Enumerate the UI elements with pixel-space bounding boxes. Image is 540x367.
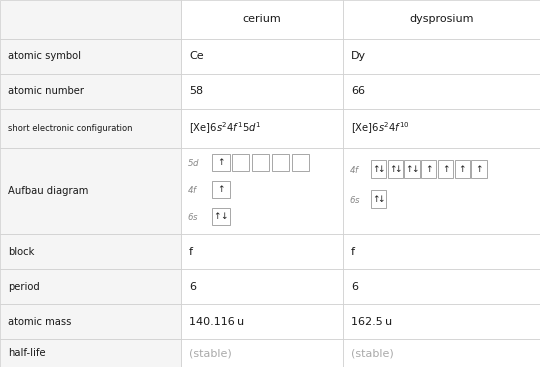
Text: ↑: ↑ [406, 165, 413, 174]
Text: Dy: Dy [351, 51, 366, 61]
Bar [181, 339, 343, 367]
Text: 4$f$: 4$f$ [187, 184, 199, 195]
Text: 66: 66 [351, 86, 365, 96]
Text: ↑: ↑ [372, 165, 380, 174]
Bar [343, 234, 540, 269]
Text: [Xe]6$s^2$4$f^{10}$: [Xe]6$s^2$4$f^{10}$ [351, 120, 410, 136]
Bar [371, 160, 386, 178]
Text: ↑: ↑ [389, 165, 396, 174]
Text: short electronic configuration: short electronic configuration [8, 124, 133, 133]
Bar [292, 154, 309, 171]
Bar [438, 160, 453, 178]
Text: dysprosium: dysprosium [409, 14, 474, 24]
Text: ↓: ↓ [394, 165, 402, 174]
Bar [343, 269, 540, 304]
Bar [455, 160, 470, 178]
Text: ↑: ↑ [217, 158, 224, 167]
Bar [0, 148, 181, 234]
Text: 162.5 u: 162.5 u [351, 317, 392, 327]
Text: ↑: ↑ [214, 212, 221, 221]
Bar [0, 39, 181, 74]
Bar [343, 148, 540, 234]
Bar [343, 39, 540, 74]
Text: ↓: ↓ [377, 165, 385, 174]
Bar [0, 74, 181, 109]
Text: atomic number: atomic number [8, 86, 84, 96]
Text: Ce: Ce [189, 51, 204, 61]
Text: 5$d$: 5$d$ [187, 157, 200, 168]
Bar [181, 74, 343, 109]
Bar [404, 160, 420, 178]
Bar [343, 74, 540, 109]
Bar [343, 109, 540, 148]
Bar [212, 208, 230, 225]
Text: ↑: ↑ [458, 165, 466, 174]
Text: [Xe]6$s^2$4$f^1$5$d^1$: [Xe]6$s^2$4$f^1$5$d^1$ [189, 120, 261, 136]
Text: block: block [8, 247, 35, 257]
Bar [0, 234, 181, 269]
Text: f: f [189, 247, 193, 257]
Text: 4$f$: 4$f$ [349, 164, 361, 175]
Bar [181, 269, 343, 304]
Bar [0, 109, 181, 148]
Bar [181, 0, 343, 39]
Text: atomic symbol: atomic symbol [8, 51, 81, 61]
Bar [388, 160, 403, 178]
Bar [421, 160, 436, 178]
Bar [471, 160, 487, 178]
Text: ↓: ↓ [411, 165, 418, 174]
Text: ↓: ↓ [220, 212, 227, 221]
Bar [343, 339, 540, 367]
Bar [212, 181, 230, 198]
Bar [212, 154, 230, 171]
Text: ↑: ↑ [475, 165, 483, 174]
Bar [181, 109, 343, 148]
Text: period: period [8, 282, 40, 292]
Text: (stable): (stable) [351, 348, 394, 358]
Text: 58: 58 [189, 86, 203, 96]
Bar [0, 0, 181, 39]
Text: ↑: ↑ [442, 165, 449, 174]
Text: ↓: ↓ [377, 195, 385, 204]
Text: ↑: ↑ [372, 195, 380, 204]
Text: half-life: half-life [8, 348, 46, 358]
Text: 6: 6 [351, 282, 358, 292]
Bar [181, 304, 343, 339]
Bar [0, 339, 181, 367]
Text: ↑: ↑ [425, 165, 433, 174]
Bar [343, 0, 540, 39]
Bar [181, 148, 343, 234]
Bar [181, 234, 343, 269]
Bar [181, 39, 343, 74]
Text: 6$s$: 6$s$ [187, 211, 199, 222]
Text: Aufbau diagram: Aufbau diagram [8, 186, 89, 196]
Bar [252, 154, 269, 171]
Text: (stable): (stable) [189, 348, 232, 358]
Bar [0, 304, 181, 339]
Bar [0, 269, 181, 304]
Bar [272, 154, 289, 171]
Bar [371, 190, 386, 208]
Text: ↑: ↑ [217, 185, 224, 194]
Text: 6$s$: 6$s$ [349, 193, 361, 204]
Text: 140.116 u: 140.116 u [189, 317, 244, 327]
Bar [343, 304, 540, 339]
Text: 6: 6 [189, 282, 196, 292]
Bar [232, 154, 249, 171]
Text: cerium: cerium [242, 14, 281, 24]
Text: atomic mass: atomic mass [8, 317, 71, 327]
Text: f: f [351, 247, 355, 257]
